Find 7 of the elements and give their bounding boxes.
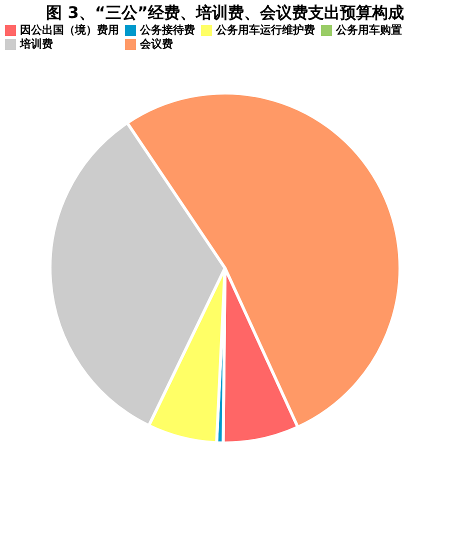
legend-label: 培训费: [19, 38, 53, 50]
chart-title: 图 3、“三公”经费、培训费、会议费支出预算构成: [46, 3, 404, 22]
legend-label: 公务接待费: [139, 24, 195, 37]
legend-label: 因公出国（境）费用: [20, 24, 119, 37]
legend-label: 公务用车购置: [335, 24, 402, 37]
legend-label: 公务用车运行维护费: [215, 24, 315, 37]
legend-label: 会议费: [139, 38, 173, 50]
